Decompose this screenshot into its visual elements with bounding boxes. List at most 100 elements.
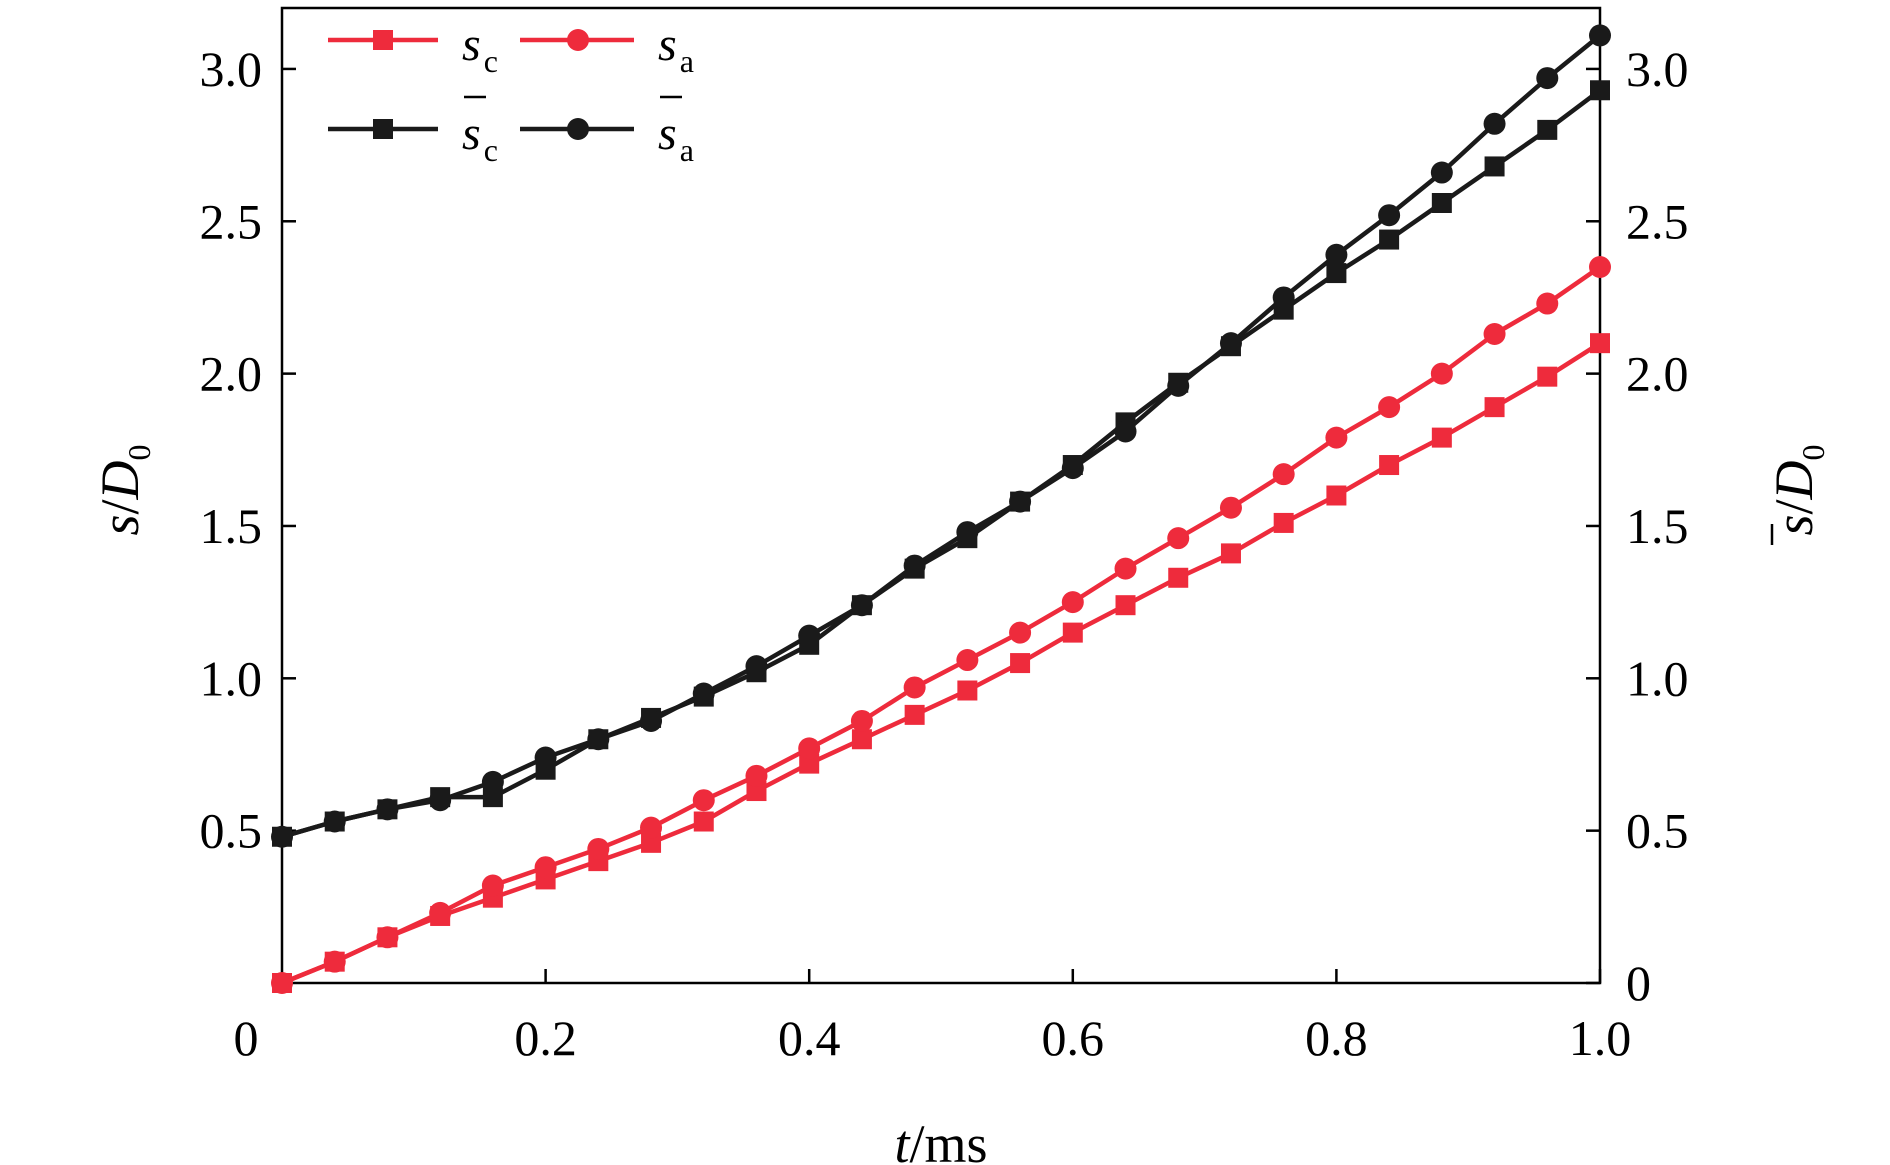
y-right-tick-label: 3.0 [1626, 41, 1689, 97]
data-point-circle [376, 798, 399, 821]
data-point-circle [481, 770, 504, 793]
y-axis-left-ticks: 0.5 1.0 1.5 2.0 2.5 3.0 [200, 41, 296, 859]
data-point-circle [1325, 243, 1348, 266]
data-point-square [1484, 156, 1505, 177]
y-right-tick-label: 1.5 [1626, 498, 1689, 554]
legend-symbol: s [658, 107, 677, 160]
data-point-square [957, 680, 978, 701]
data-point-square [482, 787, 503, 808]
data-point-square [1326, 485, 1347, 506]
data-point-square [1379, 229, 1400, 250]
legend-marker-circle [567, 29, 589, 51]
data-point-square [1115, 595, 1136, 616]
data-point-circle [271, 972, 293, 994]
data-point-circle [745, 655, 768, 678]
data-point-circle [1589, 255, 1611, 278]
y-right-tick-label: 2.0 [1626, 346, 1689, 402]
plot-frame [280, 6, 1602, 985]
data-point-circle [692, 682, 715, 705]
data-point-square [1431, 193, 1452, 213]
y-right-tick-label: 0 [1626, 955, 1651, 1011]
y-right-tick-label: 1.0 [1626, 650, 1689, 706]
data-point-square [746, 781, 767, 802]
data-point-circle [1219, 496, 1242, 519]
data-point-circle [640, 816, 663, 839]
data-point-circle [850, 594, 873, 617]
x-axis-ticks: 0.2 0.4 0.6 0.8 1.0 0 [234, 969, 1631, 1066]
data-point-square [1062, 622, 1083, 643]
y-axis-right-title: s/D0 [1764, 444, 1831, 545]
data-point-square [1220, 543, 1241, 564]
x-tick-label: 0.6 [1042, 1010, 1105, 1066]
legend-label: sa [658, 107, 694, 168]
data-point-circle [1009, 490, 1032, 513]
y-axis-left-title: s/D0 [90, 444, 157, 535]
y-left-tick-label: 2.5 [200, 193, 263, 249]
data-point-circle [1536, 67, 1559, 90]
y-left-tick-label: 1.0 [200, 650, 263, 706]
legend-label: sa [658, 18, 694, 79]
data-point-circle [1483, 323, 1506, 346]
data-point-circle [1167, 527, 1190, 550]
data-point-square [1431, 427, 1452, 448]
data-point-circle [956, 521, 979, 544]
y-right-title-slash: / [1764, 499, 1824, 514]
legend-symbol: s [462, 107, 481, 160]
legend-item: sa [520, 95, 694, 168]
data-point-circle [798, 737, 821, 760]
legend-marker-square [373, 30, 393, 50]
data-point-circle [1272, 463, 1295, 486]
data-point-circle [376, 926, 399, 949]
data-point-circle [429, 789, 452, 812]
plot-area-border [280, 6, 1602, 985]
data-point-circle [429, 901, 452, 924]
data-point-circle [1378, 396, 1401, 419]
data-point-square [1326, 263, 1347, 284]
legend-marker-square [373, 119, 393, 139]
data-point-square [1168, 567, 1189, 588]
data-point-circle [1483, 112, 1506, 135]
data-point-circle [1219, 332, 1242, 355]
y-right-title-D: D [1764, 460, 1824, 500]
series-s-a [271, 255, 1611, 994]
y-axis-right-ticks: 0 0.5 1.0 1.5 2.0 2.5 3.0 [1586, 41, 1689, 1011]
data-point-square [1537, 119, 1558, 140]
data-point-circle [1061, 591, 1084, 614]
series-bar-s-c [272, 80, 1610, 847]
y-left-tick-label: 3.0 [200, 41, 263, 97]
data-point-circle [1114, 420, 1137, 443]
data-point-square [1010, 653, 1031, 674]
legend-label: sc [462, 107, 498, 168]
legend-subscript: a [680, 132, 694, 168]
data-point-circle [956, 649, 979, 672]
data-point-circle [692, 789, 715, 812]
data-point-circle [323, 950, 346, 973]
series-layer [271, 24, 1611, 994]
data-point-square [851, 729, 872, 750]
y-right-tick-label: 2.5 [1626, 193, 1689, 249]
data-point-circle [1325, 426, 1348, 449]
x-tick-label: 0.8 [1305, 1010, 1368, 1066]
data-point-circle [1167, 374, 1190, 397]
series-line [281, 341, 1602, 986]
data-point-circle [1536, 292, 1559, 315]
data-point-circle [1430, 161, 1453, 184]
legend-item: sc [328, 18, 498, 79]
x-axis-title-unit: /ms [909, 1114, 987, 1165]
y-left-tick-label: 2.0 [200, 346, 263, 402]
data-point-circle [271, 825, 293, 848]
data-point-square [1590, 333, 1610, 354]
data-point-circle [640, 709, 663, 732]
legend-marker-circle [567, 118, 589, 140]
data-point-circle [1378, 204, 1401, 227]
data-point-circle [1114, 557, 1137, 580]
x-tick-label: 0.4 [778, 1010, 841, 1066]
legend-subscript: c [484, 43, 498, 79]
data-point-circle [798, 624, 821, 647]
data-point-square [1273, 512, 1294, 533]
x-origin-label: 0 [234, 1010, 259, 1066]
data-point-square [1484, 397, 1505, 418]
data-point-square [799, 753, 820, 774]
legend-symbol: s [462, 18, 481, 71]
